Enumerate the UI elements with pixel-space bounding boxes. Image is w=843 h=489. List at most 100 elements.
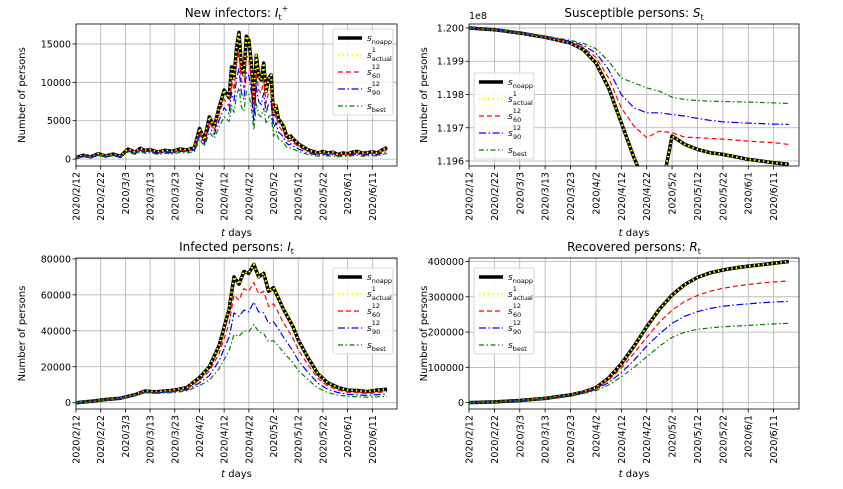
legend-label-s90: s12 90: [367, 319, 380, 336]
legend-symbol: s: [367, 34, 372, 44]
y-tick-label: 0: [65, 398, 71, 409]
x-tick-label: 2020/5/12: [693, 172, 704, 221]
chart-title-part: Infected persons:: [179, 240, 287, 254]
legend-superscript: 12: [513, 319, 521, 327]
chart-panel-3: 0 20000 40000 60000 80000 2020/2/12 2020/2/22 2…: [17, 240, 398, 480]
x-axis-label-part: days: [623, 469, 650, 480]
y-tick-label: 0: [65, 155, 71, 166]
legend-subscript: actual: [372, 294, 392, 302]
x-tick-label: 2020/5/22: [718, 415, 729, 464]
x-tick-label: 2020/4/12: [220, 172, 231, 221]
series-line-best: [469, 322, 789, 404]
chart-panel-1: 0 5000 10000 15000 2020/2/12 2020/2/22 2020/3/…: [17, 4, 398, 239]
legend-superscript: 12: [372, 63, 380, 71]
legend-subscript: actual: [513, 294, 533, 302]
legend-symbol: s: [508, 307, 513, 317]
x-tick-label: 2020/3/3: [515, 172, 526, 215]
y-tick-label: 10000: [41, 78, 71, 89]
x-tick-label: 2020/3/23: [170, 172, 181, 221]
x-tick-label: 2020/4/2: [195, 172, 206, 215]
legend-symbol: s: [367, 307, 372, 317]
y-axis-label: Number of persons: [17, 47, 28, 143]
x-tick-label: 2020/2/22: [490, 415, 501, 464]
legend-symbol: s: [367, 68, 372, 78]
legend-box: [332, 28, 394, 116]
legend-label-actual: s1 actual: [367, 285, 392, 302]
legend-superscript: 1: [513, 90, 517, 98]
x-tick-label: 2020/5/22: [718, 172, 729, 221]
x-tick-label: 2020/3/13: [541, 172, 552, 221]
legend-symbol: s: [367, 85, 372, 95]
x-tick-label: 2020/6/1: [343, 415, 354, 458]
chart-title-part: t: [701, 13, 704, 22]
chart-title-part: I: [287, 240, 291, 254]
y-tick-label: 5000: [47, 116, 71, 127]
legend-superscript: 12: [513, 302, 521, 310]
legend-subscript: best: [372, 106, 387, 114]
x-axis-label: t days: [619, 228, 650, 239]
legend-subscript: 60: [372, 72, 380, 80]
legend-subscript: 90: [513, 328, 521, 336]
legend-superscript: 12: [513, 107, 521, 115]
x-tick-label: 2020/4/2: [591, 415, 602, 458]
x-axis-label: t days: [221, 228, 252, 239]
x-axis-label: t days: [221, 469, 252, 480]
x-tick-label: 2020/5/2: [668, 172, 679, 215]
legend-label-actual: s1 actual: [367, 46, 392, 63]
x-tick-label: 2020/6/1: [744, 172, 755, 215]
y-axis-label: Number of persons: [419, 47, 430, 143]
legend-label-s90: s12 90: [367, 80, 380, 97]
x-tick-label: 2020/2/22: [96, 172, 107, 221]
x-tick-label: 2020/5/12: [294, 415, 305, 464]
axes-frame: [75, 23, 398, 167]
y-tick-label: 60000: [41, 290, 71, 301]
chart-panel-4: 0 100000 200000 300000 400000 2020/2/12 2020/2…: [419, 240, 800, 480]
legend-superscript: 1: [513, 285, 517, 293]
legend-symbol: s: [508, 95, 513, 105]
series-line-actual: [76, 31, 388, 159]
legend-subscript: 60: [513, 311, 521, 319]
legend-label-noapp: snoapp: [367, 34, 392, 46]
x-tick-label: 2020/4/22: [244, 415, 255, 464]
chart-title: New infectors: It+: [185, 4, 289, 22]
chart-title-part: t: [291, 247, 294, 256]
x-tick-label: 2020/5/12: [294, 172, 305, 221]
legend-symbol: s: [367, 51, 372, 61]
legend-box: [473, 72, 535, 160]
legend-symbol: s: [367, 290, 372, 300]
legend-subscript: noapp: [372, 277, 392, 285]
legend-symbol: s: [508, 112, 513, 122]
series-line-s90: [469, 27, 789, 125]
x-tick-label: 2020/4/12: [617, 172, 628, 221]
x-tick-label: 2020/3/23: [566, 415, 577, 464]
chart-title: Susceptible persons: St: [564, 6, 703, 22]
legend-symbol: s: [508, 324, 513, 334]
series-line-s60: [76, 281, 388, 404]
y-tick-label: 300000: [428, 292, 464, 303]
chart-title-part: Recovered persons:: [567, 240, 689, 254]
axes-frame: [75, 257, 398, 410]
legend-label-best: sbest: [367, 102, 386, 114]
legend-symbol: s: [367, 102, 372, 112]
series-group: [76, 262, 388, 405]
legend-label-actual: s1 actual: [508, 90, 533, 107]
legend-label-s90: s12 90: [508, 124, 521, 141]
x-tick-label: 2020/4/2: [195, 415, 206, 458]
chart-title: Infected persons: It: [179, 240, 294, 256]
x-axis-label-part: t: [221, 469, 226, 480]
legend-superscript: 1: [372, 46, 376, 54]
x-tick-label: 2020/3/3: [515, 415, 526, 458]
x-tick-label: 2020/2/12: [465, 172, 476, 221]
x-axis-label-part: days: [623, 228, 650, 239]
x-axis-label-part: t: [221, 228, 226, 239]
legend-subscript: 90: [372, 89, 380, 97]
x-tick-label: 2020/2/12: [72, 172, 83, 221]
chart-title-part: New infectors:: [185, 6, 275, 20]
y-tick-label: 0: [458, 398, 464, 409]
chart-title-part: Susceptible persons:: [564, 6, 693, 20]
x-tick-label: 2020/3/23: [566, 172, 577, 221]
axes-frame: [468, 23, 800, 167]
x-tick-label: 2020/5/22: [318, 172, 329, 221]
legend-box: [332, 267, 394, 355]
